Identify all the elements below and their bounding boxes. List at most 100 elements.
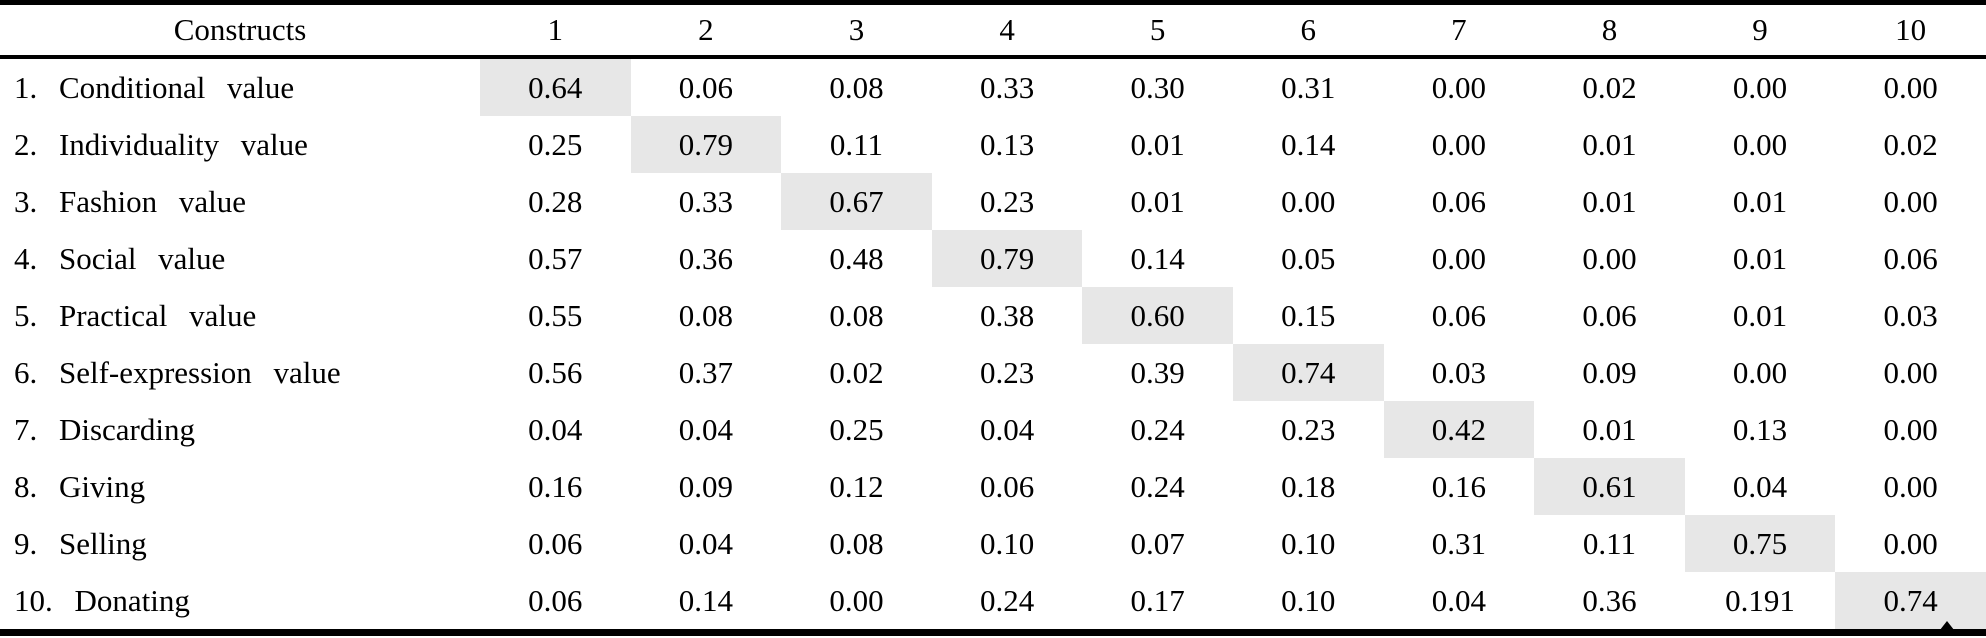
value-cell: 0.08 [829,297,884,333]
value-cell: 0.00 [1281,183,1336,219]
value-cell: 0.10 [1281,582,1336,618]
table-body: 1. Conditional value 0.64 0.06 0.08 0.33 0.30… [0,57,1986,633]
value-cell: 0.55 [528,297,583,333]
value-cell: 0.04 [979,411,1035,447]
value-cell: 0.12 [829,468,884,504]
table-row: 5. Practical value 0.55 0.08 0.08 0.38 0.60 0.… [0,287,1986,344]
value-cell: 0.00 [829,582,884,618]
value-cell: 0.00 [1732,126,1788,162]
value-cell: 0.24 [1130,411,1185,447]
value-cell: 0.00 [1431,126,1486,162]
diagonal-value-cell: 0.61 [1534,458,1685,515]
value-cell: 0.23 [1281,411,1336,447]
value-cell: 0.23 [979,183,1035,219]
value-cell: 0.11 [1582,525,1636,561]
value-cell: 0.37 [678,354,734,390]
diagonal-value-cell: 0.42 [1383,401,1535,458]
value-cell: 0.06 [1431,183,1486,219]
value-cell: 0.02 [1883,126,1938,162]
table-row: 10. Donating 0.06 0.14 0.00 0.24 0.17 0.10 0.04… [0,572,1986,633]
row-label: 5. Practical value [14,297,257,333]
value-cell: 0.08 [829,69,884,105]
value-cell: 0.24 [1130,468,1185,504]
table-row: 3. Fashion value 0.28 0.33 0.67 0.23 0.01 0.00… [0,173,1986,230]
value-cell: 0.10 [1281,525,1336,561]
value-cell: 0.31 [1431,525,1486,561]
diagonal-value-cell: 0.67 [781,173,932,230]
value-cell: 0.16 [1431,468,1486,504]
value-cell: 0.00 [1732,354,1788,390]
diagonal-value-cell: 0.74 [1232,344,1384,401]
value-cell: 0.11 [829,126,884,162]
value-cell: 0.00 [1431,69,1486,105]
value-cell: 0.06 [1582,297,1637,333]
row-label: 7. Discarding [14,411,195,447]
value-cell: 0.06 [1883,240,1938,276]
value-cell: 0.04 [1431,582,1486,618]
value-cell: 0.01 [1130,183,1185,219]
value-cell: 0.05 [1281,240,1336,276]
value-cell: 0.28 [528,183,583,219]
value-cell: 0.01 [1732,297,1788,333]
table-row: 7. Discarding 0.04 0.04 0.25 0.04 0.24 0.23 0.4… [0,401,1986,458]
value-cell: 0.31 [1281,69,1336,105]
value-cell: 0.00 [1883,69,1938,105]
table-row: 4. Social value 0.57 0.36 0.48 0.79 0.14 0.05 0… [0,230,1986,287]
construct-number-header-6: 6 [1232,2,1384,59]
value-cell: 0.48 [829,240,884,276]
value-cell: 0.04 [678,411,734,447]
table-row: 2. Individuality value 0.25 0.79 0.11 0.13 0.… [0,116,1986,173]
value-cell: 0.06 [528,525,583,561]
value-cell: 0.10 [979,525,1035,561]
diagonal-value-cell: 0.64 [480,57,631,116]
value-cell: 0.56 [528,354,583,390]
construct-number-header-3: 3 [781,2,932,59]
value-cell: 0.24 [979,582,1035,618]
value-cell: 0.18 [1281,468,1336,504]
value-cell: 0.06 [979,468,1035,504]
value-cell: 0.01 [1130,126,1185,162]
value-cell: 0.14 [1130,240,1185,276]
table-row: 9. Selling 0.06 0.04 0.08 0.10 0.07 0.10 0.31 0.… [0,515,1986,572]
value-cell: 0.25 [829,411,884,447]
value-cell: 0.25 [528,126,583,162]
constructs-header-cell: Constructs [0,2,480,59]
value-cell: 0.00 [1883,354,1938,390]
value-cell: 0.33 [979,69,1035,105]
construct-number-header-2: 2 [630,2,782,59]
table-row: 8. Giving 0.16 0.09 0.12 0.06 0.24 0.18 0.16 0.6… [0,458,1986,515]
diagonal-value-cell: 0.60 [1082,287,1233,344]
table-row: 6. Self-expression value 0.56 0.37 0.02 0.23… [0,344,1986,401]
value-cell: 0.01 [1732,183,1788,219]
row-label: 2. Individuality value [14,126,308,162]
value-cell: 0.06 [528,582,583,618]
value-cell: 0.00 [1431,240,1486,276]
value-cell: 0.14 [678,582,734,618]
value-cell: 0.15 [1281,297,1336,333]
value-cell: 0.08 [678,297,734,333]
value-cell: 0.06 [1431,297,1486,333]
value-cell: 0.57 [528,240,583,276]
value-cell: 0.00 [1883,411,1938,447]
construct-number-header-7: 7 [1383,2,1535,59]
value-cell: 0.23 [979,354,1035,390]
value-cell: 0.01 [1582,126,1637,162]
value-cell: 0.09 [1582,354,1637,390]
value-cell: 0.00 [1732,69,1788,105]
value-cell: 0.04 [678,525,734,561]
table-row: 1. Conditional value 0.64 0.06 0.08 0.33 0.30… [0,57,1986,116]
value-cell: 0.06 [678,69,734,105]
value-cell: 0.36 [1582,582,1637,618]
diagonal-value-cell: 0.79 [931,230,1083,287]
cropped-glyph-artifact [1936,621,1958,635]
value-cell: 0.00 [1582,240,1637,276]
header-row: Constructs 1 2 3 4 5 6 7 8 9 10 [0,2,1986,59]
value-cell: 0.33 [678,183,734,219]
value-cell: 0.00 [1883,183,1938,219]
construct-number-header-1: 1 [480,2,631,59]
value-cell: 0.04 [1732,468,1788,504]
value-cell: 0.07 [1130,525,1185,561]
value-cell: 0.30 [1130,69,1185,105]
